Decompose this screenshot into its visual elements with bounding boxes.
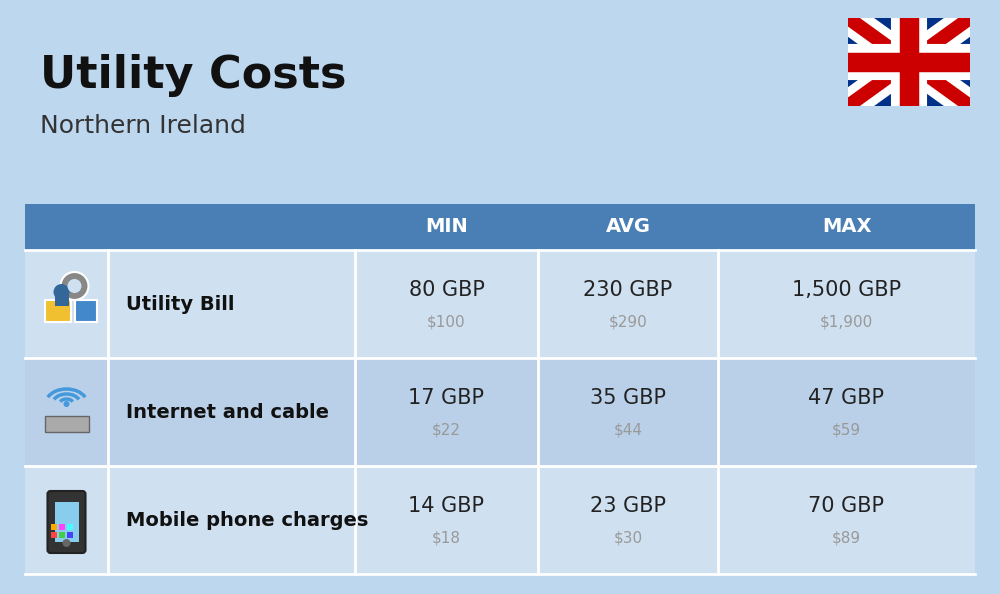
Bar [58,532,64,538]
Text: 230 GBP: 230 GBP [583,280,673,300]
Bar [66,532,72,538]
Circle shape [68,279,82,293]
Text: 1,500 GBP: 1,500 GBP [792,280,901,300]
Bar [44,300,70,322]
Text: Northern Ireland: Northern Ireland [40,114,246,138]
Text: $290: $290 [609,314,647,330]
Bar [50,524,56,530]
Circle shape [60,272,88,300]
Text: $18: $18 [432,530,461,545]
Bar [25,358,975,466]
Bar [44,416,88,432]
FancyBboxPatch shape [48,491,86,553]
Circle shape [64,401,70,407]
Bar [74,300,96,322]
Text: AVG: AVG [606,217,650,236]
Circle shape [62,539,70,547]
Bar [25,250,975,358]
Bar [25,250,108,358]
Text: 14 GBP: 14 GBP [409,496,484,516]
Text: $30: $30 [613,530,643,545]
Text: MIN: MIN [425,217,468,236]
Bar [54,502,78,542]
Text: Internet and cable: Internet and cable [126,403,329,422]
Text: $1,900: $1,900 [820,314,873,330]
Bar [25,358,108,466]
Text: Utility Costs: Utility Costs [40,54,347,97]
Text: $22: $22 [432,422,461,438]
Bar [54,292,68,306]
Bar [25,204,108,250]
Text: 23 GBP: 23 GBP [590,496,666,516]
Text: Utility Bill: Utility Bill [126,295,234,314]
Text: MAX: MAX [822,217,871,236]
FancyBboxPatch shape [838,8,980,116]
Bar [66,524,72,530]
Text: 80 GBP: 80 GBP [409,280,484,300]
Text: $44: $44 [614,422,642,438]
Text: $100: $100 [427,314,466,330]
Bar [25,466,975,574]
Text: 17 GBP: 17 GBP [409,388,484,408]
Bar [50,532,56,538]
Bar [25,204,975,250]
Text: 47 GBP: 47 GBP [808,388,885,408]
Bar [108,204,355,250]
Text: Mobile phone charges: Mobile phone charges [126,510,368,529]
Text: 70 GBP: 70 GBP [808,496,885,516]
Text: $89: $89 [832,530,861,545]
Bar [848,18,970,106]
Text: $59: $59 [832,422,861,438]
Text: 35 GBP: 35 GBP [590,388,666,408]
Circle shape [54,284,70,300]
Bar [25,466,108,574]
Bar [58,524,64,530]
